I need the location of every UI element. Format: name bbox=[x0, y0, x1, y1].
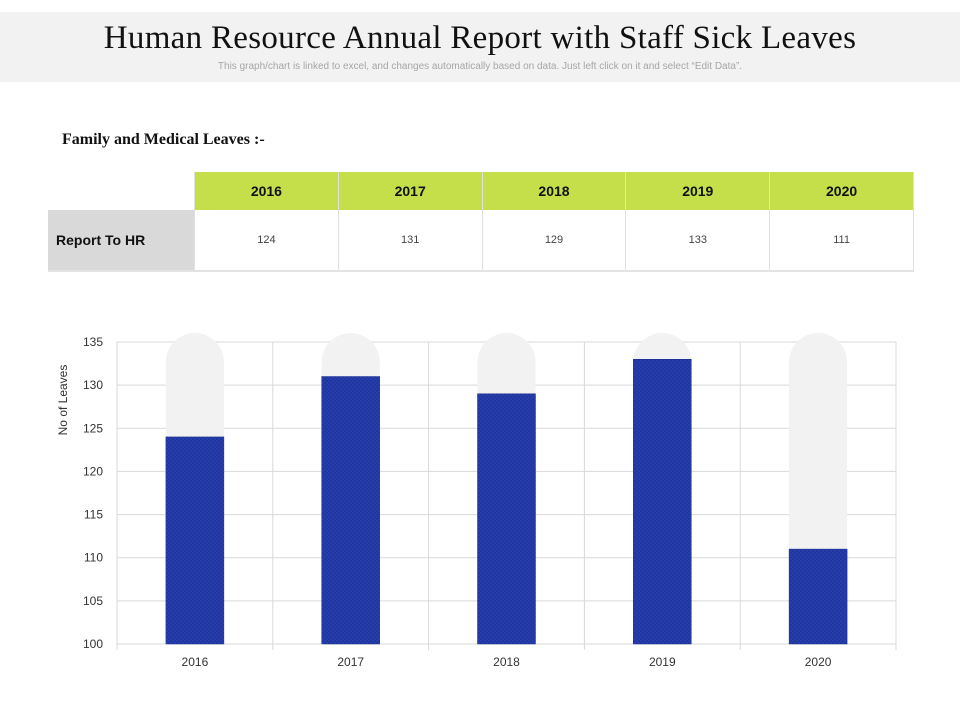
y-tick-label: 105 bbox=[83, 594, 103, 608]
page-subtitle: This graph/chart is linked to excel, and… bbox=[217, 61, 743, 72]
bar-chart: 100 105 110 115 120 125 130 135 2016 2017 2018 2019… bbox=[56, 333, 897, 669]
header-band bbox=[0, 12, 960, 82]
x-tick-label: 2020 bbox=[805, 655, 832, 669]
y-tick-label: 115 bbox=[84, 508, 103, 522]
table-header-cell: 2018 bbox=[482, 172, 627, 210]
x-tick-label: 2019 bbox=[649, 655, 676, 669]
y-tick-label: 135 bbox=[83, 335, 103, 349]
table-cell: 129 bbox=[482, 210, 627, 272]
y-tick-label: 125 bbox=[83, 421, 103, 435]
table-header-cell: 2020 bbox=[769, 172, 914, 210]
table-cell: 131 bbox=[338, 210, 483, 272]
x-tick-label: 2016 bbox=[182, 655, 209, 669]
table-header-cell: 2016 bbox=[194, 172, 339, 210]
y-axis-title: No of Leaves bbox=[56, 365, 70, 436]
y-tick-label: 130 bbox=[83, 378, 103, 392]
table-header-cell: 2019 bbox=[625, 172, 771, 210]
x-tick-label: 2017 bbox=[337, 655, 364, 669]
bar-2020 bbox=[788, 548, 848, 645]
table-row: Report To HR 124 131 129 133 111 bbox=[48, 210, 914, 272]
y-tick-label: 110 bbox=[84, 551, 103, 565]
bar-2017 bbox=[321, 376, 380, 645]
table-cell: 111 bbox=[769, 210, 914, 272]
table-header-row: 2016 2017 2018 2019 2020 bbox=[48, 172, 914, 210]
y-tick-label: 120 bbox=[83, 464, 103, 478]
bar-2019 bbox=[633, 359, 692, 645]
table-header-cell: 2017 bbox=[338, 172, 483, 210]
section-title: Family and Medical Leaves :- bbox=[62, 131, 265, 148]
page-title: Human Resource Annual Report with Staff … bbox=[103, 20, 857, 56]
table-corner bbox=[48, 172, 195, 210]
x-tick-label: 2018 bbox=[493, 655, 520, 669]
table-cell: 133 bbox=[625, 210, 771, 272]
leaves-table: 2016 2017 2018 2019 2020 Report To HR 12… bbox=[48, 172, 914, 272]
table-cell: 124 bbox=[194, 210, 339, 272]
bar-2018 bbox=[477, 393, 536, 645]
table-row-label: Report To HR bbox=[48, 210, 195, 272]
y-tick-label: 100 bbox=[83, 637, 103, 651]
bar-2016 bbox=[165, 436, 225, 645]
